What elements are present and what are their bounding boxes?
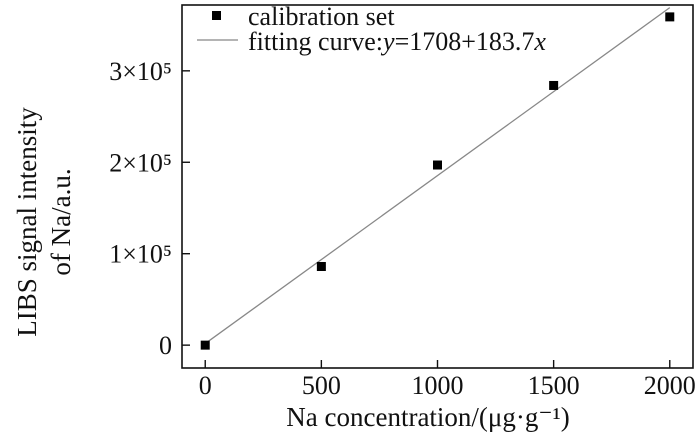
data-point — [665, 12, 675, 22]
y-axis-title-line2: of Na/a.u. — [46, 168, 76, 275]
data-point — [316, 262, 326, 272]
x-tick-label: 1500 — [528, 371, 580, 400]
legend-fit-label-prefix: fitting curve: — [248, 27, 383, 56]
plot-marks — [200, 7, 675, 350]
axis-ticks: 0 500 1000 1500 2000 0 1×10⁵ 2×10⁵ 3×10⁵ — [109, 57, 696, 400]
data-point — [200, 340, 210, 350]
y-tick-label: 2×10⁵ — [109, 148, 172, 177]
x-tick-label: 2000 — [644, 371, 696, 400]
x-tick-label: 1000 — [412, 371, 464, 400]
legend-scatter-marker — [212, 11, 221, 20]
y-tick-label: 1×10⁵ — [109, 240, 172, 269]
legend-fit-label: fitting curve:y=1708+183.7x — [248, 27, 546, 56]
y-tick-label: 3×10⁵ — [109, 57, 172, 86]
x-tick-label: 0 — [199, 371, 212, 400]
legend-scatter-label: calibration set — [248, 2, 395, 31]
fit-line — [204, 7, 671, 345]
y-axis-title-line1: LIBS signal intensity — [12, 107, 42, 337]
data-point — [433, 160, 442, 170]
y-tick-label: 0 — [159, 331, 172, 360]
data-point — [549, 80, 559, 90]
x-tick-label: 500 — [302, 371, 341, 400]
plot-frame — [181, 4, 694, 369]
legend-fit-label-var-x: x — [533, 27, 546, 56]
legend-fit-label-var-y: y — [380, 27, 395, 56]
x-axis-title: Na concentration/(μg·g⁻¹) — [286, 402, 569, 432]
legend: calibration set fitting curve:y=1708+183… — [197, 2, 546, 56]
legend-fit-label-mid: =1708+183.7 — [395, 27, 535, 56]
